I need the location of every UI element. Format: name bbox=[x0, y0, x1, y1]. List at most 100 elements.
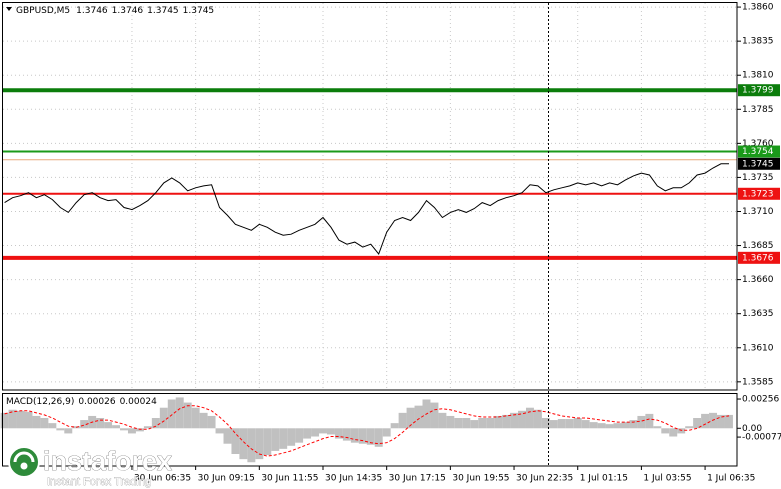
macd-bar bbox=[16, 410, 25, 429]
level-tag bbox=[738, 145, 780, 158]
x-tick-label: 30 Jun 14:35 bbox=[325, 474, 382, 484]
macd-bar bbox=[724, 414, 733, 429]
macd-panel-frame bbox=[2, 393, 738, 467]
macd-bar bbox=[621, 422, 630, 429]
y-tick-label: 1.3610 bbox=[742, 343, 774, 353]
macd-bar bbox=[565, 419, 574, 429]
macd-bar bbox=[382, 428, 391, 437]
macd-bar bbox=[581, 420, 590, 429]
macd-bar bbox=[685, 426, 694, 429]
macd-bar bbox=[366, 428, 375, 445]
macd-bar bbox=[175, 397, 184, 429]
y-tick-label: 1.3585 bbox=[742, 377, 774, 387]
macd-bar bbox=[239, 428, 248, 460]
macd-bar bbox=[191, 407, 200, 429]
y-tick-label: -0.00077 bbox=[742, 433, 781, 443]
macd-bar bbox=[350, 428, 359, 443]
macd-bar bbox=[557, 419, 566, 429]
y-tick-label: 1.3735 bbox=[742, 173, 774, 183]
macd-bar bbox=[549, 420, 558, 429]
macd-bar bbox=[454, 418, 463, 429]
macd-bar bbox=[135, 428, 144, 432]
macd-bar bbox=[120, 428, 128, 431]
macd-bar bbox=[525, 407, 534, 429]
level-tag bbox=[738, 251, 780, 264]
macd-bar bbox=[390, 423, 399, 429]
macd-bar bbox=[414, 405, 423, 429]
level-tag-label: 1.3676 bbox=[742, 253, 774, 263]
y-tick-label: 1.3810 bbox=[742, 71, 774, 81]
macd-bar bbox=[183, 402, 192, 429]
symbol-header: GBPUSD,M5 1.3746 1.3746 1.3745 1.3745 bbox=[16, 6, 214, 16]
macd-bar bbox=[661, 428, 670, 434]
main-panel-frame bbox=[2, 2, 738, 391]
macd-bar bbox=[104, 422, 113, 429]
level-tag bbox=[738, 187, 780, 200]
macd-bar bbox=[231, 428, 240, 454]
macd-bar bbox=[64, 428, 73, 434]
macd-bar bbox=[151, 418, 160, 429]
x-tick-label: 1 Jul 01:15 bbox=[580, 474, 628, 484]
y-tick-label: 0.00 bbox=[742, 424, 762, 434]
macd-bar bbox=[24, 411, 33, 429]
signal-reading: 0.00024 bbox=[120, 397, 157, 407]
macd-bar bbox=[303, 428, 312, 439]
close: 1.3745 bbox=[183, 6, 215, 16]
y-tick-label: 1.3660 bbox=[742, 275, 774, 285]
macd-bar bbox=[0, 412, 9, 429]
y-tick-label: 1.3635 bbox=[742, 309, 774, 319]
macd-bar bbox=[319, 428, 327, 434]
macd-reading: 0.00026 bbox=[78, 397, 115, 407]
macd-bar bbox=[207, 415, 216, 429]
high: 1.3746 bbox=[112, 6, 144, 16]
level-tag-label: 1.3723 bbox=[742, 189, 774, 199]
macd-bar bbox=[199, 412, 208, 429]
brand-tagline: Instant Forex Trading bbox=[47, 476, 151, 488]
macd-bar bbox=[295, 428, 304, 443]
macd-bar bbox=[573, 418, 582, 429]
logo-dot bbox=[20, 462, 28, 470]
y-tick-label: 1.3785 bbox=[742, 105, 774, 115]
macd-bar bbox=[693, 418, 702, 429]
macd-bar bbox=[374, 428, 383, 447]
macd-bar bbox=[215, 428, 224, 434]
low: 1.3745 bbox=[147, 6, 179, 16]
macd-bar bbox=[32, 415, 41, 429]
x-tick-label: 30 Jun 17:15 bbox=[389, 474, 446, 484]
macd-bar bbox=[311, 428, 320, 437]
x-tick-label: 1 Jul 06:35 bbox=[707, 474, 755, 484]
plot-layer: 1.3860 1.3835 1.3810 1.3785 1.3760 1.3735 1.37… bbox=[0, 3, 781, 484]
macd-bar bbox=[143, 426, 152, 429]
x-tick-label: 1 Jul 03:55 bbox=[643, 474, 691, 484]
macd-bar bbox=[263, 428, 272, 456]
macd-bar bbox=[653, 426, 662, 429]
y-tick-label: 0.00256 bbox=[742, 395, 779, 405]
macd-bar bbox=[255, 428, 264, 460]
menu-arrow[interactable] bbox=[6, 7, 12, 11]
y-tick-label: 1.3710 bbox=[742, 207, 774, 217]
symbol: GBPUSD,M5 bbox=[16, 6, 70, 16]
macd-bar bbox=[334, 428, 343, 439]
macd-name: MACD(12,26,9) bbox=[6, 397, 74, 407]
macd-bar bbox=[430, 402, 439, 429]
macd-bar bbox=[223, 428, 232, 444]
x-tick-label: 30 Jun 19:55 bbox=[452, 474, 509, 484]
macd-bar bbox=[541, 418, 550, 429]
price-line bbox=[4, 163, 729, 256]
macd-bar bbox=[669, 428, 678, 437]
macd-bar bbox=[80, 420, 89, 429]
macd-bar bbox=[159, 407, 168, 429]
last-price-tag bbox=[738, 157, 780, 170]
macd-bar bbox=[342, 428, 351, 441]
macd-bar bbox=[518, 410, 526, 429]
y-tick-label: 1.3685 bbox=[742, 241, 774, 251]
macd-header: MACD(12,26,9) 0.00026 0.00024 bbox=[6, 397, 157, 407]
y-tick-label: 1.3835 bbox=[742, 37, 774, 47]
y-tick-label: 1.3860 bbox=[742, 3, 774, 13]
level-tag-label: 1.3754 bbox=[742, 147, 774, 157]
x-tick-label: 30 Jun 09:15 bbox=[198, 474, 255, 484]
macd-bar bbox=[271, 428, 280, 451]
